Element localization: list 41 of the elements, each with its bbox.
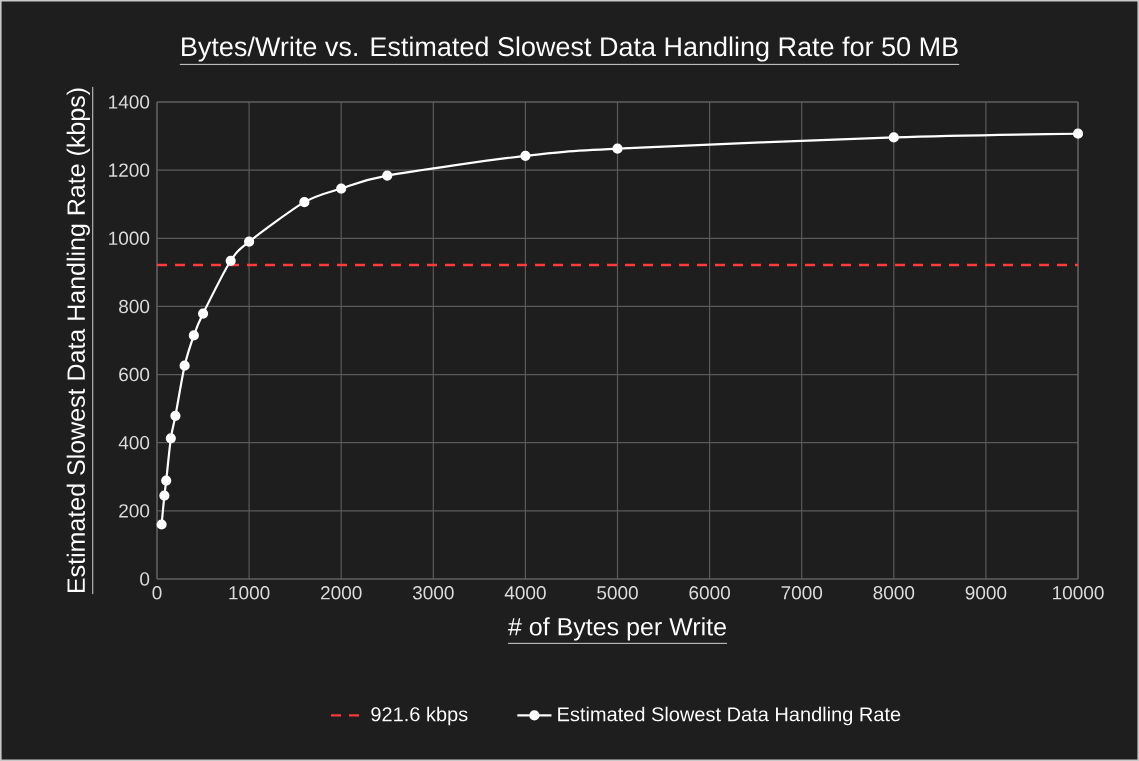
y-tick-label: 1400	[109, 95, 150, 109]
point	[156, 519, 167, 530]
x-axis-title: # of Bytes per Write	[508, 617, 726, 641]
y-tick-label: 1200	[109, 163, 150, 177]
point	[244, 236, 255, 247]
y-tick-label: 200	[119, 504, 150, 518]
x-tick-label: 2000	[321, 586, 362, 600]
point	[225, 255, 236, 266]
point	[888, 132, 899, 143]
y-tick-label: 0	[140, 572, 150, 586]
point	[188, 330, 199, 341]
point	[612, 143, 623, 154]
point	[1072, 128, 1084, 139]
x-tick-label: 7000	[781, 586, 823, 600]
y-tick-label: 400	[118, 435, 150, 450]
y-axis-title: Estimated Slowest Data Handling Rate (kbps)	[66, 88, 90, 593]
point	[197, 308, 209, 319]
point	[299, 197, 310, 208]
x-tick-label: 1000	[229, 586, 270, 600]
point	[336, 183, 347, 194]
point	[159, 490, 170, 501]
legend-label: Estimated Slowest Data Handling Rate	[558, 706, 901, 726]
y-tick-label: 1000	[109, 231, 150, 246]
x-tick-label: 0	[152, 586, 162, 600]
y-tick-label: 600	[119, 367, 150, 382]
point	[170, 410, 181, 421]
x-tick-label: 4000	[504, 586, 546, 600]
x-tick-label: 8000	[873, 586, 915, 600]
chart-title: Bytes/Write vs. Estimated Slowest Data Handling Rate for 50 MB	[182, 36, 958, 62]
point	[382, 170, 393, 181]
x-tick-label: 3000	[412, 586, 454, 600]
point	[179, 360, 190, 371]
point	[165, 433, 176, 444]
y-tick-label: 800	[119, 299, 150, 314]
point	[520, 150, 531, 161]
x-tick-label: 9000	[965, 586, 1007, 600]
point	[161, 475, 172, 486]
legend-label: 921.6 kbps	[371, 706, 468, 726]
x-tick-label: 5000	[597, 586, 638, 600]
x-tick-label: 6000	[689, 586, 730, 600]
x-tick-label: 10000	[1053, 586, 1104, 600]
